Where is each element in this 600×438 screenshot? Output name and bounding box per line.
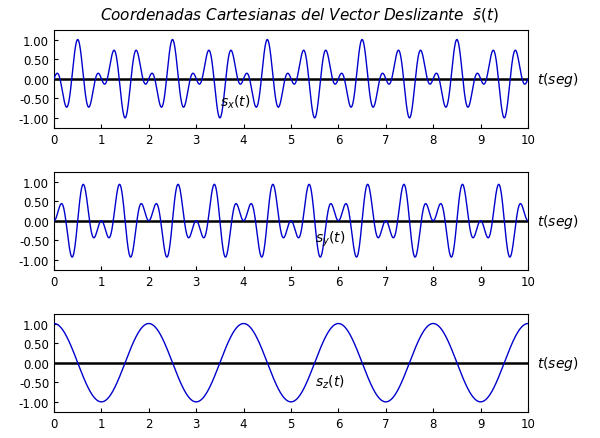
Text: $s_y(t)$: $s_y(t)$: [315, 229, 345, 248]
Text: $s_z(t)$: $s_z(t)$: [315, 373, 344, 390]
Text: $t(seg)$: $t(seg)$: [538, 354, 579, 372]
Text: $s_x(t)$: $s_x(t)$: [220, 93, 250, 111]
Text: $t(seg)$: $t(seg)$: [538, 71, 579, 88]
Text: $t(seg)$: $t(seg)$: [538, 212, 579, 230]
Text: Coordenadas Cartesianas del Vector Deslizante  $\bar{s}(t)$: Coordenadas Cartesianas del Vector Desli…: [100, 7, 500, 25]
